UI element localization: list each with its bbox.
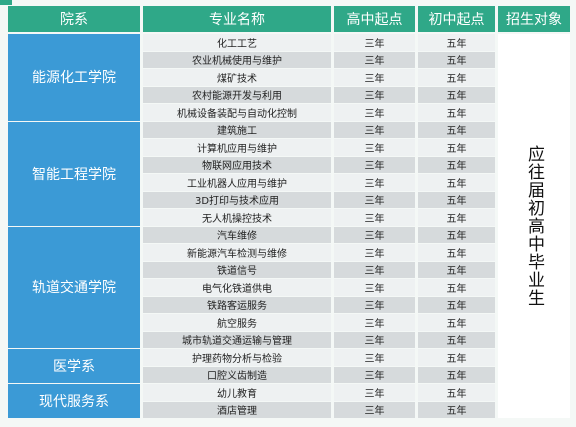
header-dept: 院系 bbox=[8, 6, 140, 32]
high-start-years: 三年 bbox=[334, 191, 415, 208]
junior-start-years: 五年 bbox=[418, 261, 495, 278]
junior-start-years: 五年 bbox=[418, 51, 495, 68]
header-major: 专业名称 bbox=[143, 6, 331, 32]
major-name: 机械设备装配与自动化控制 bbox=[143, 104, 331, 121]
header-high-start: 高中起点 bbox=[334, 6, 415, 32]
junior-start-years: 五年 bbox=[418, 139, 495, 156]
header-junior-start: 初中起点 bbox=[418, 6, 495, 32]
junior-start-years: 五年 bbox=[418, 34, 495, 51]
junior-start-years: 五年 bbox=[418, 349, 495, 366]
junior-start-years: 五年 bbox=[418, 244, 495, 261]
high-start-years: 三年 bbox=[334, 279, 415, 296]
major-name: 护理药物分析与检验 bbox=[143, 349, 331, 366]
junior-start-years: 五年 bbox=[418, 86, 495, 103]
department-cell: 智能工程学院 bbox=[8, 121, 140, 226]
corner-accent bbox=[0, 0, 12, 5]
high-start-years: 三年 bbox=[334, 86, 415, 103]
junior-start-years: 五年 bbox=[418, 314, 495, 331]
junior-start-years: 五年 bbox=[418, 69, 495, 86]
junior-start-years: 五年 bbox=[418, 401, 495, 418]
high-start-years: 三年 bbox=[334, 349, 415, 366]
high-start-years: 三年 bbox=[334, 314, 415, 331]
major-name: 城市轨道交通运输与管理 bbox=[143, 331, 331, 348]
junior-start-years: 五年 bbox=[418, 296, 495, 313]
major-name: 建筑施工 bbox=[143, 121, 331, 138]
junior-start-years: 五年 bbox=[418, 226, 495, 243]
major-name: 电气化铁道供电 bbox=[143, 279, 331, 296]
junior-start-years: 五年 bbox=[418, 209, 495, 226]
major-name: 计算机应用与维护 bbox=[143, 139, 331, 156]
junior-start-years: 五年 bbox=[418, 156, 495, 173]
major-name: 新能源汽车检测与维修 bbox=[143, 244, 331, 261]
junior-start-years: 五年 bbox=[418, 279, 495, 296]
major-name: 口腔义齿制造 bbox=[143, 366, 331, 383]
junior-start-years: 五年 bbox=[418, 104, 495, 121]
header-target: 招生对象 bbox=[498, 6, 570, 32]
high-start-years: 三年 bbox=[334, 244, 415, 261]
high-start-years: 三年 bbox=[334, 121, 415, 138]
department-cell: 能源化工学院 bbox=[8, 34, 140, 121]
junior-start-years: 五年 bbox=[418, 384, 495, 401]
high-start-years: 三年 bbox=[334, 104, 415, 121]
major-name: 幼儿教育 bbox=[143, 384, 331, 401]
high-start-years: 三年 bbox=[334, 261, 415, 278]
major-name: 化工工艺 bbox=[143, 34, 331, 51]
junior-start-years: 五年 bbox=[418, 121, 495, 138]
high-start-years: 三年 bbox=[334, 156, 415, 173]
major-name: 航空服务 bbox=[143, 314, 331, 331]
major-name: 酒店管理 bbox=[143, 401, 331, 418]
high-start-years: 三年 bbox=[334, 139, 415, 156]
junior-start-years: 五年 bbox=[418, 331, 495, 348]
junior-start-years: 五年 bbox=[418, 191, 495, 208]
major-name: 煤矿技术 bbox=[143, 69, 331, 86]
major-name: 铁道信号 bbox=[143, 261, 331, 278]
department-cell: 医学系 bbox=[8, 349, 140, 383]
major-name: 物联网应用技术 bbox=[143, 156, 331, 173]
high-start-years: 三年 bbox=[334, 174, 415, 191]
high-start-years: 三年 bbox=[334, 401, 415, 418]
department-cell: 轨道交通学院 bbox=[8, 226, 140, 348]
junior-start-years: 五年 bbox=[418, 174, 495, 191]
high-start-years: 三年 bbox=[334, 331, 415, 348]
high-start-years: 三年 bbox=[334, 296, 415, 313]
high-start-years: 三年 bbox=[334, 366, 415, 383]
high-start-years: 三年 bbox=[334, 34, 415, 51]
high-start-years: 三年 bbox=[334, 69, 415, 86]
junior-start-years: 五年 bbox=[418, 366, 495, 383]
major-name: 铁路客运服务 bbox=[143, 296, 331, 313]
major-name: 汽车维修 bbox=[143, 226, 331, 243]
major-name: 3D打印与技术应用 bbox=[143, 191, 331, 208]
high-start-years: 三年 bbox=[334, 209, 415, 226]
high-start-years: 三年 bbox=[334, 51, 415, 68]
major-name: 工业机器人应用与维护 bbox=[143, 174, 331, 191]
high-start-years: 三年 bbox=[334, 226, 415, 243]
major-name: 无人机操控技术 bbox=[143, 209, 331, 226]
target-text: 应往届初高中毕业生 bbox=[524, 145, 544, 307]
major-name: 农村能源开发与利用 bbox=[143, 86, 331, 103]
target-cell: 应往届初高中毕业生 bbox=[498, 34, 570, 418]
high-start-years: 三年 bbox=[334, 384, 415, 401]
department-cell: 现代服务系 bbox=[8, 384, 140, 418]
major-name: 农业机械使用与维护 bbox=[143, 51, 331, 68]
